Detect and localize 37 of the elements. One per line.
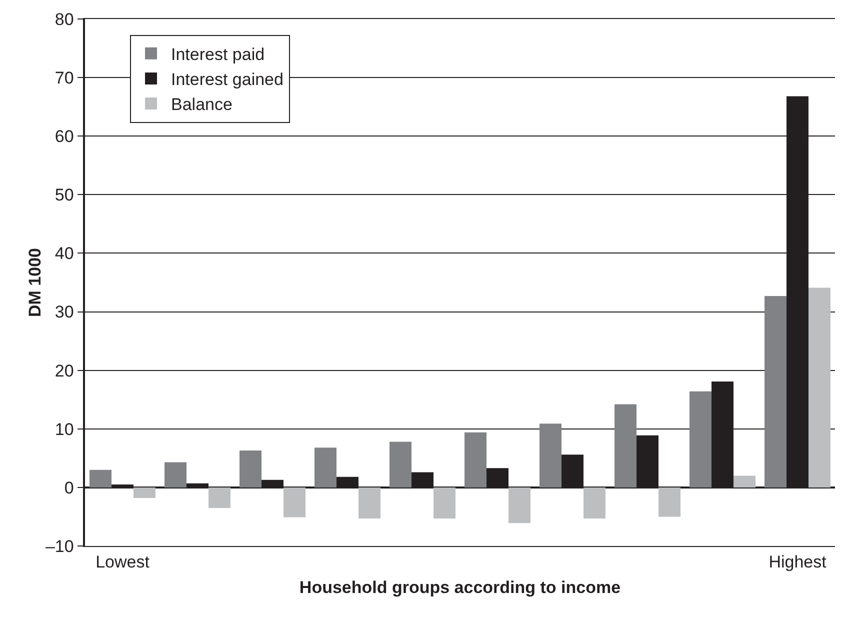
bar [690, 391, 712, 488]
bar [284, 487, 306, 518]
bar [134, 487, 156, 498]
x-tick-label: Highest [768, 552, 827, 572]
y-axis-title: DM 1000 [26, 248, 44, 317]
y-tick-label: 10 [54, 420, 74, 439]
y-tick-label: 70 [54, 68, 74, 88]
bar [584, 487, 606, 518]
legend-label: Interest gained [171, 70, 284, 90]
legend-label: Balance [171, 95, 232, 114]
bar [208, 487, 230, 508]
bar [164, 462, 186, 488]
bar [658, 487, 680, 517]
bar [734, 476, 756, 488]
y-tick-label: 0 [64, 478, 74, 498]
x-axis-title: Household groups according to income [299, 578, 621, 597]
bar [464, 432, 486, 488]
legend-label: Interest paid [171, 44, 265, 64]
y-tick-label: 50 [54, 186, 74, 205]
y-tick-label: 80 [54, 10, 74, 29]
bar [390, 442, 412, 488]
bar [764, 296, 786, 488]
y-tick-label: 60 [54, 127, 74, 146]
x-tick-label: Lowest [96, 552, 150, 572]
y-tick-label: 30 [54, 302, 74, 322]
bar [508, 487, 530, 524]
y-tick-label: –10 [45, 536, 74, 556]
bar [240, 450, 262, 488]
bar [434, 487, 456, 518]
bar [540, 424, 562, 488]
bar [314, 448, 336, 488]
bar [614, 404, 636, 488]
bar [358, 487, 380, 518]
y-tick-label: 20 [54, 361, 74, 380]
bar [90, 470, 112, 488]
y-tick-label: 40 [54, 244, 74, 264]
bar [808, 288, 830, 488]
